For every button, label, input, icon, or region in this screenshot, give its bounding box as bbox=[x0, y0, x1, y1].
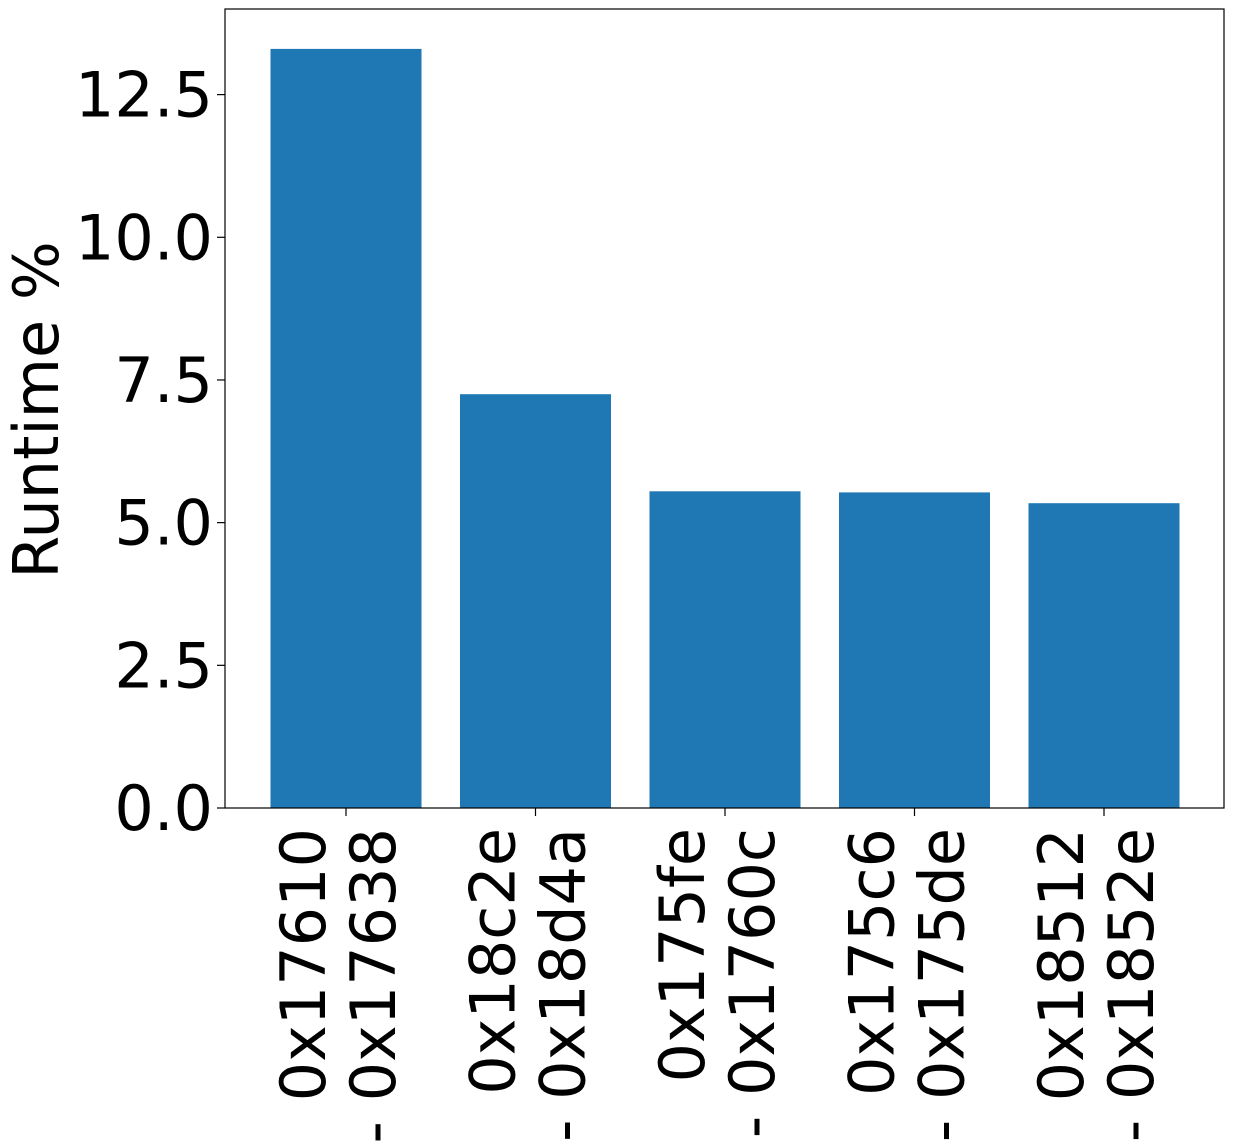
x-tick-label-3-line-2: - 0x1760c bbox=[716, 828, 789, 1138]
y-axis: 0.0 2.5 5.0 7.5 10.0 12.5 bbox=[75, 59, 225, 845]
x-tick-label-2-line-2: - 0x18d4a bbox=[527, 828, 600, 1142]
y-tick-label-4: 7.5 bbox=[114, 344, 213, 417]
y-tick-label-3: 5.0 bbox=[114, 487, 213, 560]
x-tick-label-4-line-2: - 0x175de bbox=[906, 828, 979, 1142]
y-tick-label-2: 2.5 bbox=[114, 629, 213, 702]
x-tick-label-3-line-1: 0x175fe bbox=[646, 828, 719, 1082]
y-tick-label-1: 0.0 bbox=[114, 772, 213, 845]
x-tick-label-1-line-1: 0x17610 bbox=[267, 828, 340, 1101]
y-tick-label-5: 10.0 bbox=[75, 201, 213, 274]
y-axis-title: Runtime % bbox=[0, 241, 73, 579]
bars-group bbox=[270, 48, 1180, 808]
x-tick-label-4-line-1: 0x175c6 bbox=[836, 828, 909, 1096]
bar-5 bbox=[1028, 503, 1180, 808]
bar-4 bbox=[839, 492, 990, 808]
x-tick-label-5-line-2: - 0x1852e bbox=[1095, 828, 1168, 1142]
bar-2 bbox=[460, 394, 611, 808]
x-tick-label-2-line-1: 0x18c2e bbox=[457, 828, 530, 1095]
bar-1 bbox=[270, 48, 422, 808]
plot-frame bbox=[224, 8, 1225, 809]
x-axis: 0x17610- 0x17638 0x18c2e- 0x18d4a 0x175fe-… bbox=[267, 808, 1168, 1143]
x-tick-label-1-line-2: - 0x17638 bbox=[337, 828, 410, 1143]
x-tick-label-5-line-1: 0x18512 bbox=[1025, 828, 1098, 1101]
y-tick-label-6: 12.5 bbox=[75, 59, 213, 132]
bar-3 bbox=[649, 491, 801, 808]
